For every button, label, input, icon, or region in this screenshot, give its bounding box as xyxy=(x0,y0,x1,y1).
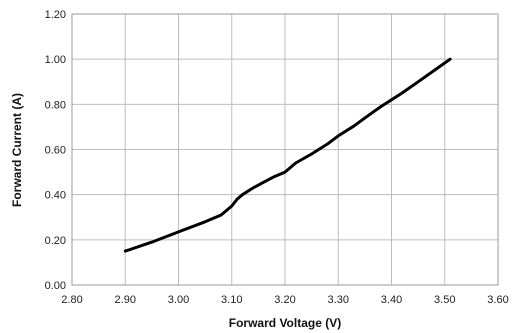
y-tick-label: 0.80 xyxy=(45,99,66,111)
x-tick-label: 3.20 xyxy=(274,294,295,306)
x-tick-label: 3.30 xyxy=(328,294,349,306)
x-tick-label: 2.90 xyxy=(115,294,136,306)
x-tick-label: 3.00 xyxy=(168,294,189,306)
y-tick-label: 1.00 xyxy=(45,54,66,66)
plot-area-frame xyxy=(71,13,499,286)
x-axis-title: Forward Voltage (V) xyxy=(229,316,341,330)
y-tick-label: 0.20 xyxy=(45,235,66,247)
x-axis-ticks: 2.80 2.90 3.00 3.10 3.20 3.30 3.40 3.50 3.60 xyxy=(61,294,508,306)
y-axis-title: Forward Current (A) xyxy=(10,93,24,207)
y-tick-label: 0.60 xyxy=(45,145,66,157)
x-tick-label: 3.40 xyxy=(381,294,402,306)
series-layer xyxy=(123,57,452,253)
series-line xyxy=(123,57,452,253)
grid xyxy=(71,13,499,286)
y-tick-label: 0.40 xyxy=(45,190,66,202)
x-tick-label: 3.10 xyxy=(221,294,242,306)
y-tick-label: 0.00 xyxy=(45,280,66,292)
y-tick-label: 1.20 xyxy=(45,9,66,21)
x-tick-label: 3.60 xyxy=(487,294,508,306)
y-axis-ticks: 0.00 0.20 0.40 0.60 0.80 1.00 1.20 xyxy=(45,9,66,292)
x-tick-label: 3.50 xyxy=(434,294,455,306)
x-tick-label: 2.80 xyxy=(61,294,82,306)
